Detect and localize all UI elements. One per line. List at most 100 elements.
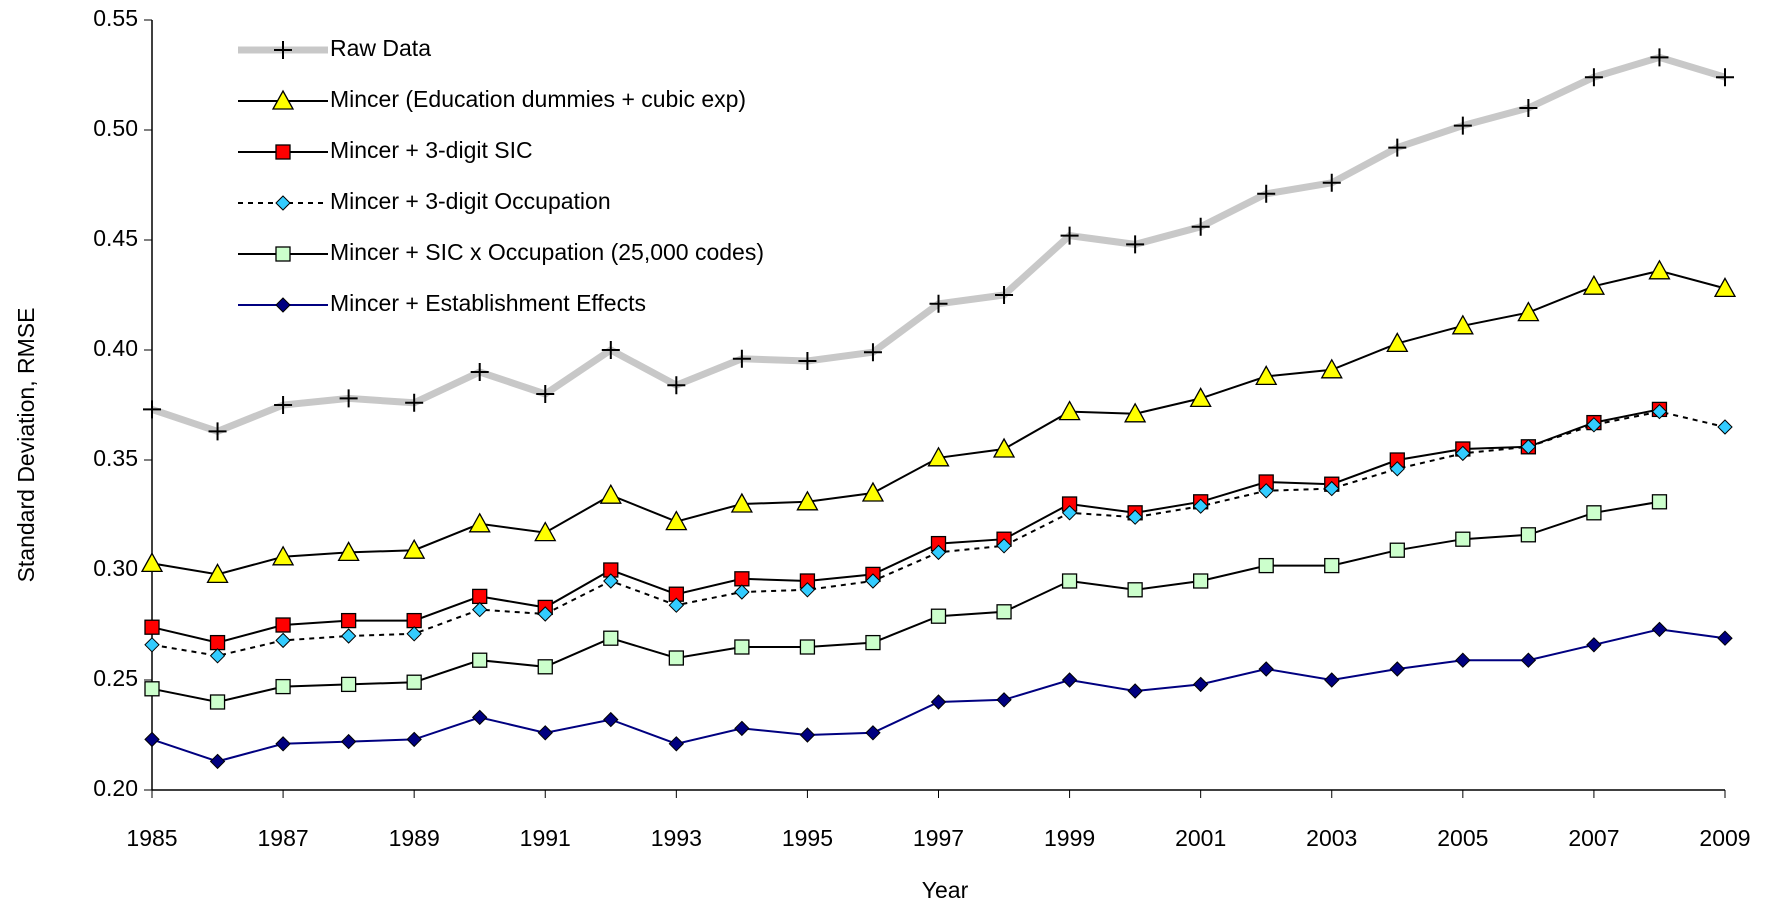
data-point	[337, 541, 360, 562]
data-point	[1716, 68, 1734, 87]
data-point	[1191, 217, 1210, 236]
x-tick-label: 1995	[782, 825, 833, 851]
legend-label: Mincer + SIC x Occupation (25,000 codes)	[330, 239, 764, 265]
legend-label: Mincer (Education dummies + cubic exp)	[330, 86, 746, 112]
data-point	[405, 393, 424, 412]
data-point	[209, 753, 226, 770]
data-point	[1127, 683, 1143, 699]
data-point	[865, 634, 881, 651]
data-point	[927, 446, 950, 467]
data-point	[472, 601, 488, 618]
data-point	[340, 733, 357, 750]
data-point	[1124, 402, 1147, 423]
x-tick-label: 2007	[1568, 825, 1619, 851]
data-point	[930, 544, 947, 561]
data-point	[275, 678, 291, 695]
data-point	[1651, 621, 1668, 638]
data-point	[603, 711, 619, 728]
data-point	[406, 674, 422, 690]
data-point	[996, 538, 1012, 554]
y-tick-label: 0.50	[93, 115, 138, 141]
data-point	[406, 731, 422, 748]
data-point	[275, 617, 291, 633]
data-point	[1189, 387, 1212, 408]
data-point	[339, 389, 358, 408]
data-point	[730, 492, 753, 513]
data-point	[1389, 461, 1405, 477]
data-point	[865, 725, 881, 741]
data-point	[1389, 542, 1405, 558]
x-tick-label: 1997	[913, 825, 964, 851]
x-axis-label: Year	[922, 877, 969, 903]
x-tick-label: 1985	[126, 825, 177, 851]
data-point	[930, 608, 947, 624]
data-point	[1193, 573, 1209, 589]
data-point	[1320, 358, 1343, 379]
y-tick-label: 0.30	[93, 555, 138, 581]
data-point	[1586, 417, 1602, 433]
x-tick-label: 2003	[1306, 825, 1357, 851]
data-point	[1586, 505, 1602, 521]
data-point	[1455, 531, 1471, 547]
legend-label: Mincer + Establishment Effects	[330, 290, 646, 316]
data-point	[1451, 314, 1474, 335]
data-point	[144, 637, 160, 653]
data-point	[865, 573, 881, 589]
data-point	[992, 437, 1016, 458]
data-point	[1453, 116, 1472, 135]
data-point	[403, 538, 426, 559]
data-point	[796, 490, 819, 511]
data-point	[1127, 582, 1143, 598]
y-tick-label: 0.35	[93, 445, 138, 471]
data-point	[537, 725, 553, 741]
data-point	[340, 612, 357, 629]
data-point	[1717, 419, 1733, 435]
data-point	[734, 639, 750, 655]
data-point	[599, 483, 622, 504]
data-point	[930, 694, 947, 710]
data-point	[206, 563, 229, 584]
data-point	[799, 727, 816, 743]
data-point	[1258, 557, 1274, 574]
legend-marker	[274, 41, 292, 59]
data-point	[1061, 573, 1078, 589]
x-tick-label: 1987	[257, 825, 308, 851]
data-point	[1192, 498, 1209, 514]
data-point	[1520, 439, 1537, 455]
data-point	[534, 521, 557, 542]
data-point	[144, 681, 160, 697]
data-point	[144, 731, 160, 748]
data-point	[668, 736, 685, 752]
legend-marker	[275, 246, 291, 262]
data-point	[1324, 557, 1340, 574]
legend-label: Mincer + 3-digit SIC	[330, 137, 533, 163]
data-point	[995, 286, 1014, 304]
data-point	[208, 422, 227, 441]
data-point	[1257, 184, 1276, 203]
data-point	[1060, 226, 1079, 245]
x-tick-label: 2005	[1437, 825, 1488, 851]
data-point	[1650, 48, 1669, 67]
data-point	[406, 612, 422, 629]
data-point	[799, 639, 816, 655]
data-point	[1258, 661, 1274, 677]
data-point	[1061, 672, 1078, 688]
y-tick-label: 0.55	[93, 5, 138, 31]
x-tick-label: 2001	[1175, 825, 1226, 851]
data-point	[1386, 332, 1409, 353]
data-point	[667, 376, 686, 395]
data-point	[470, 363, 489, 381]
data-point	[1389, 661, 1405, 677]
data-point	[1582, 274, 1606, 295]
data-point	[340, 676, 357, 693]
legend-marker	[275, 144, 291, 160]
data-point	[274, 396, 293, 414]
data-point	[798, 352, 817, 370]
series-line	[151, 408, 1660, 644]
x-tick-label: 1999	[1044, 825, 1095, 851]
data-point	[863, 343, 882, 362]
series-line	[151, 500, 1660, 704]
data-point	[271, 545, 295, 566]
data-point	[1520, 652, 1537, 668]
data-point	[665, 510, 688, 531]
